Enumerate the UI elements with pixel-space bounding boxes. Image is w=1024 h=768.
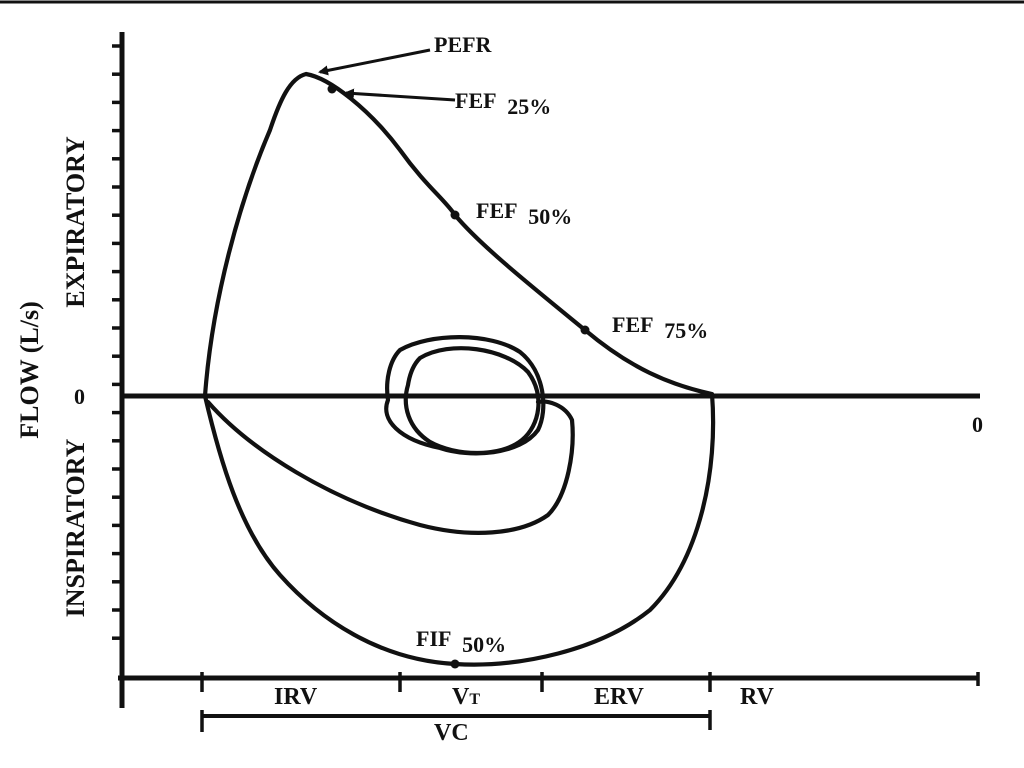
fef25-label: FEF 25% bbox=[455, 88, 551, 119]
fef50-pct: 50% bbox=[528, 204, 572, 229]
vc-label: VC bbox=[434, 720, 469, 746]
rv-label: RV bbox=[740, 684, 774, 710]
fif50-point bbox=[450, 659, 460, 669]
y-zero-label: 0 bbox=[74, 384, 85, 409]
fef75-name: FEF bbox=[612, 312, 653, 337]
fif50-label: FIF 50% bbox=[416, 626, 506, 657]
fif50-name: FIF bbox=[416, 626, 451, 651]
pefr-arrow bbox=[318, 48, 431, 76]
fef75-point bbox=[580, 325, 590, 335]
y-axis-ticks bbox=[112, 44, 122, 640]
fef50-label: FEF 50% bbox=[476, 198, 572, 229]
vt-label: VT bbox=[452, 684, 480, 710]
max-flow-volume-loop bbox=[202, 71, 716, 667]
inspiratory-label: INSPIRATORY bbox=[61, 438, 90, 617]
erv-label: ERV bbox=[594, 684, 644, 710]
expiratory-label: EXPIRATORY bbox=[61, 136, 90, 308]
vt-sub: T bbox=[469, 691, 480, 708]
vt-main: V bbox=[452, 684, 470, 710]
irv-label: IRV bbox=[274, 684, 318, 710]
tidal-loop-inner bbox=[403, 346, 541, 456]
y-axis-title: FLOW (L/s) bbox=[15, 301, 44, 438]
pefr-label: PEFR bbox=[434, 32, 493, 57]
submaximal-inspiratory-curve bbox=[205, 399, 575, 535]
fef75-label: FEF 75% bbox=[612, 312, 708, 343]
fef25-name: FEF bbox=[455, 88, 496, 113]
fef25-arrow bbox=[344, 88, 456, 102]
x-zero-label: 0 bbox=[972, 412, 983, 437]
fef25-point bbox=[327, 84, 337, 94]
fef50-point bbox=[450, 210, 460, 220]
fef50-name: FEF bbox=[476, 198, 517, 223]
fef75-pct: 75% bbox=[664, 318, 708, 343]
fif50-pct: 50% bbox=[462, 632, 506, 657]
fef25-pct: 25% bbox=[507, 94, 551, 119]
